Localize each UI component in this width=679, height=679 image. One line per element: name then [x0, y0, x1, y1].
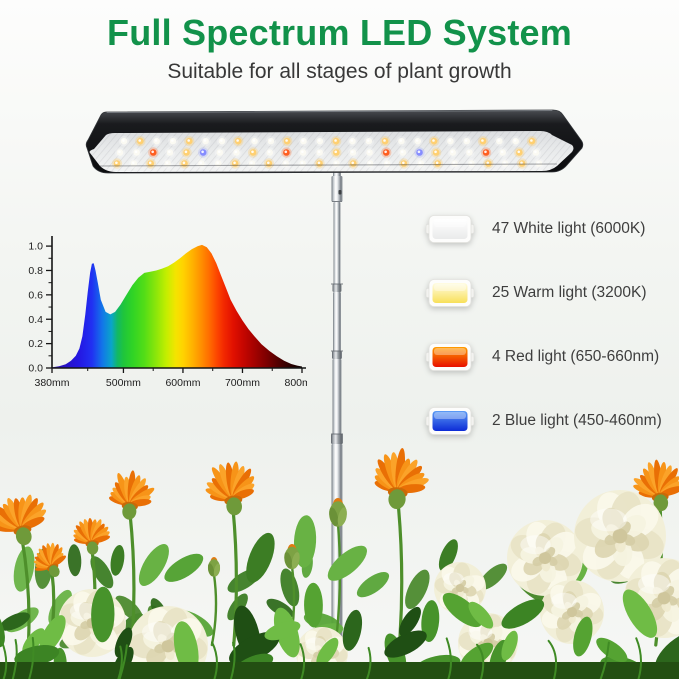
svg-text:700mm: 700mm	[225, 377, 260, 389]
legend-item-red: 4 Red light (650-660nm)	[425, 342, 662, 372]
legend-label-blue: 2 Blue light (450-460nm)	[492, 412, 662, 429]
svg-text:0.4: 0.4	[28, 314, 43, 326]
page-subtitle: Suitable for all stages of plant growth	[167, 60, 512, 83]
warm-led-chip-icon	[425, 278, 475, 308]
spectrum-chart: 0.0 0.2 0.4 0.6 0.8 1.0 380mm 500mm 600mm 700mm 80…	[28, 236, 307, 389]
white-led-chip-icon	[425, 214, 475, 244]
svg-text:0.0: 0.0	[28, 363, 43, 375]
legend-item-blue: 2 Blue light (450-460nm)	[425, 406, 662, 436]
svg-text:0.2: 0.2	[28, 338, 43, 350]
led-panel-image	[85, 109, 584, 174]
svg-text:1.0: 1.0	[28, 241, 43, 253]
red-led-chip-icon	[425, 342, 475, 372]
legend-label-white: 47 White light (6000K)	[492, 220, 646, 237]
legend-label-red: 4 Red light (650-660nm)	[492, 348, 660, 365]
page-title: Full Spectrum LED System	[107, 12, 572, 53]
svg-text:0.8: 0.8	[28, 265, 43, 277]
svg-text:600mm: 600mm	[165, 377, 200, 389]
svg-text:0.6: 0.6	[28, 289, 43, 301]
flowers-photo	[0, 447, 679, 679]
legend-item-warm: 25 Warm light (3200K)	[425, 278, 662, 308]
svg-text:800mm: 800mm	[284, 377, 307, 389]
svg-text:500mm: 500mm	[106, 377, 141, 389]
legend-label-warm: 25 Warm light (3200K)	[492, 284, 647, 301]
blue-led-chip-icon	[425, 406, 475, 436]
header: Full Spectrum LED System Suitable for al…	[0, 12, 679, 84]
led-legend: 47 White light (6000K) 25 Warm light (32…	[425, 214, 662, 470]
svg-text:380mm: 380mm	[34, 377, 69, 389]
legend-item-white: 47 White light (6000K)	[425, 214, 662, 244]
